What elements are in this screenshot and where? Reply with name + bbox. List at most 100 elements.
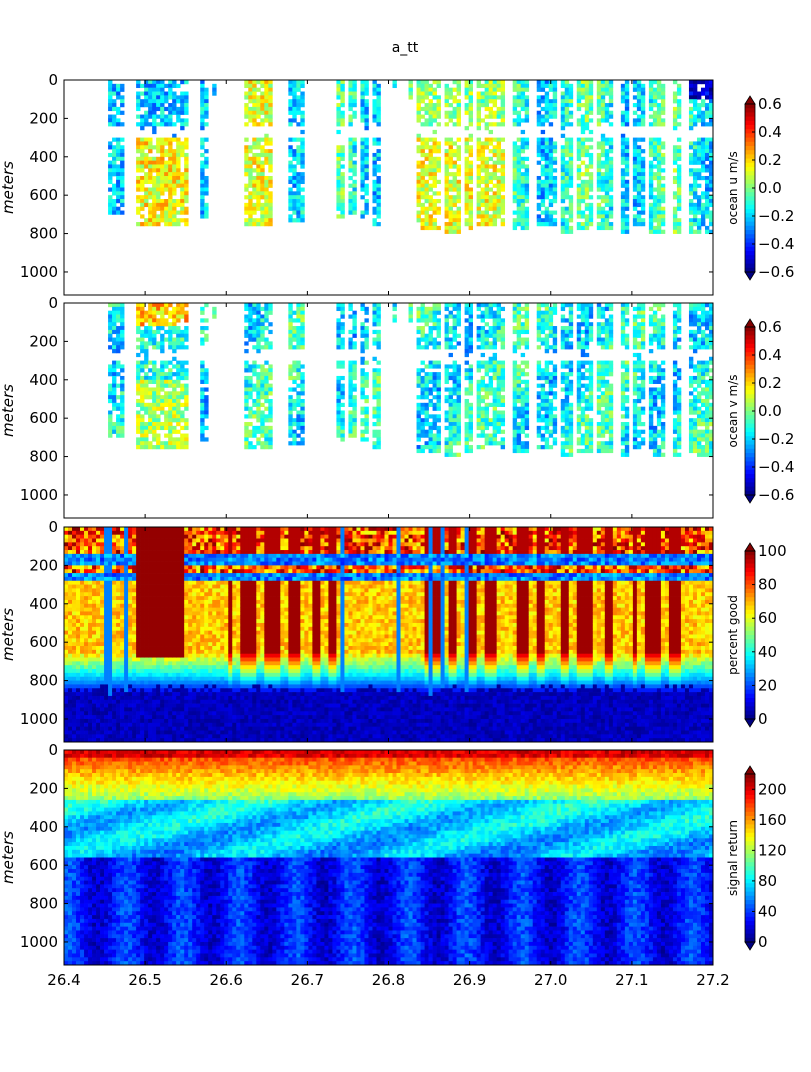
heatmap-cell [248, 87, 253, 92]
heatmap-cell [580, 191, 586, 196]
heatmap-cell [256, 372, 261, 377]
heatmap-cell [112, 326, 117, 331]
heatmap-cell [140, 222, 145, 227]
heatmap-cell [160, 160, 165, 165]
heatmap-cell [260, 122, 265, 127]
heatmap-cell [116, 372, 121, 377]
heatmap-cell [264, 391, 269, 396]
heatmap-cell [500, 364, 506, 369]
heatmap-cell [428, 222, 433, 227]
heatmap-cell [456, 206, 461, 211]
heatmap-cell [268, 322, 273, 327]
heatmap-cell [252, 187, 257, 192]
heatmap-cell [576, 314, 582, 319]
heatmap-cell [244, 326, 249, 331]
heatmap-cell [564, 329, 570, 335]
heatmap-cell [200, 341, 205, 346]
heatmap-cell [456, 199, 461, 204]
heatmap-cell [292, 156, 297, 161]
heatmap-cell [500, 122, 506, 127]
heatmap-cell [112, 168, 117, 173]
heatmap-cell [608, 199, 614, 204]
heatmap-cell [116, 383, 121, 388]
heatmap-cell [600, 106, 606, 112]
heatmap-cell [468, 191, 473, 196]
heatmap-cell [536, 418, 542, 423]
heatmap-cell [260, 110, 265, 115]
heatmap-cell [148, 429, 153, 434]
heatmap-cell [296, 103, 301, 108]
heatmap-cell [424, 410, 429, 415]
heatmap-cell [688, 199, 694, 204]
heatmap-cell [260, 402, 265, 408]
heatmap-cell [172, 345, 177, 350]
heatmap-cell [376, 195, 381, 200]
heatmap-cell [428, 114, 433, 119]
heatmap-cell [576, 395, 582, 400]
heatmap-cell [288, 218, 293, 223]
colorbar-segment [745, 209, 755, 214]
heatmap-cell [468, 349, 473, 354]
heatmap-cell [360, 341, 365, 346]
heatmap-cell [120, 398, 125, 404]
heatmap-cell [288, 99, 293, 104]
heatmap-cell [432, 445, 437, 450]
heatmap-cell [340, 183, 345, 188]
heatmap-cell [436, 437, 441, 442]
heatmap-cell [568, 195, 574, 200]
colorbar-tick-label: 0.2 [758, 151, 782, 169]
heatmap-cell [568, 441, 574, 446]
heatmap-cell [260, 414, 265, 419]
heatmap-cell [204, 114, 209, 119]
heatmap-cell [376, 410, 381, 415]
heatmap-cell [500, 383, 506, 388]
heatmap-cell [588, 210, 594, 215]
heatmap-cell [492, 114, 498, 119]
heatmap-cell [692, 106, 698, 112]
heatmap-cell [452, 364, 457, 369]
heatmap-cell [340, 410, 345, 415]
heatmap-cell [692, 202, 698, 208]
heatmap-cell [336, 149, 341, 154]
heatmap-cell [516, 179, 522, 185]
heatmap-cell [140, 149, 145, 154]
heatmap-cell [152, 103, 157, 108]
heatmap-cell [476, 199, 481, 204]
heatmap-cell [256, 199, 261, 204]
heatmap-cell [340, 206, 345, 211]
heatmap-cell [544, 402, 550, 408]
heatmap-cell [604, 218, 610, 223]
heatmap-cell [476, 383, 481, 388]
heatmap-cell [152, 422, 157, 427]
heatmap-cell [536, 314, 542, 319]
heatmap-cell [352, 322, 357, 327]
heatmap-cell [268, 222, 273, 227]
heatmap-cell [428, 195, 433, 200]
heatmap-cell [500, 306, 506, 312]
heatmap-cell [488, 222, 494, 227]
colorbar-segment [745, 154, 755, 159]
heatmap-cell [580, 418, 586, 423]
heatmap-cell [252, 87, 257, 92]
heatmap-cell [692, 168, 698, 173]
heatmap-cell [700, 137, 706, 142]
heatmap-cell [704, 95, 710, 100]
heatmap-cell [244, 402, 249, 408]
heatmap-cell [184, 372, 189, 377]
heatmap-cell [176, 99, 181, 104]
heatmap-cell [180, 91, 185, 96]
heatmap-cell [348, 164, 353, 169]
heatmap-cell [600, 164, 606, 169]
heatmap-cell [164, 414, 169, 419]
heatmap-cell [136, 222, 141, 227]
heatmap-cell [164, 206, 169, 211]
heatmap-cell [244, 391, 249, 396]
heatmap-cell [168, 141, 173, 146]
heatmap-cell [160, 168, 165, 173]
heatmap-cell [112, 114, 117, 119]
heatmap-cell [696, 206, 702, 211]
colorbar-tick-label: 0.6 [758, 95, 782, 113]
heatmap-cell [708, 214, 714, 219]
heatmap-cell [336, 83, 341, 89]
heatmap-cell [120, 387, 125, 392]
